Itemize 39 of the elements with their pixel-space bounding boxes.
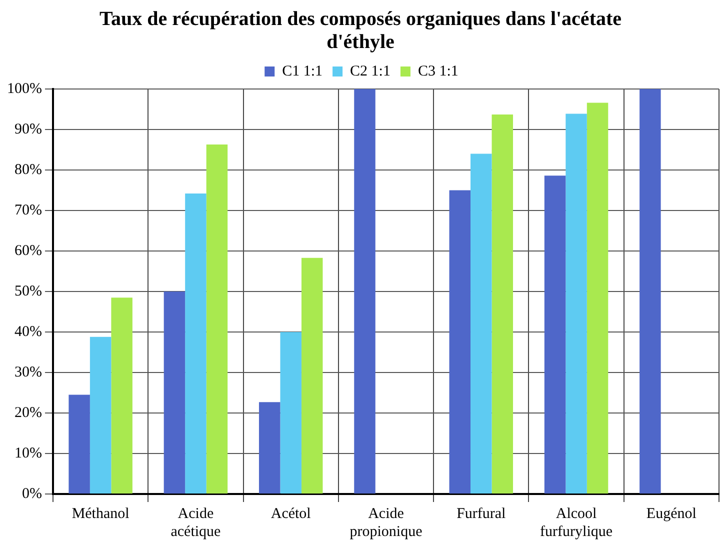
bar — [544, 176, 566, 494]
y-tick-label: 50% — [14, 283, 42, 300]
y-tick-label: 30% — [14, 364, 42, 380]
chart-title: Taux de récupération des composés organiques dans l'acétate d'éthyle — [98, 8, 623, 54]
legend-label: C3 1:1 — [418, 63, 458, 80]
bar — [90, 336, 112, 494]
y-tick-label: 20% — [14, 404, 42, 421]
bar — [206, 144, 228, 494]
x-tick-label: Alcool furfurylique — [540, 506, 613, 540]
bar — [586, 102, 608, 494]
y-tick-label: 60% — [14, 242, 42, 259]
x-tick-label: Acide acétique — [170, 506, 222, 540]
bar — [566, 114, 587, 494]
y-tick-label: 0% — [22, 486, 42, 502]
bar — [492, 114, 514, 494]
y-tick-label: 90% — [14, 121, 42, 138]
y-tick-label: 80% — [14, 162, 42, 178]
bar — [354, 89, 376, 494]
y-tick-label: 70% — [14, 202, 42, 218]
bar — [301, 258, 323, 494]
x-tick-label: Eugénol — [646, 506, 696, 522]
bar — [640, 89, 661, 494]
y-tick-label: 100% — [6, 80, 42, 97]
bar — [111, 298, 132, 494]
bar — [280, 332, 302, 494]
legend-label: C1 1:1 — [282, 63, 323, 80]
x-tick-label: Acide propionique — [350, 506, 423, 540]
bar — [258, 402, 280, 494]
x-tick-label: Furfural — [456, 506, 506, 522]
x-tick-label: Méthanol — [72, 506, 130, 522]
x-tick-label: Acétol — [270, 506, 311, 522]
bar — [470, 154, 492, 494]
y-tick-label: 10% — [14, 445, 42, 462]
legend-label: C2 1:1 — [350, 63, 390, 80]
bar — [185, 193, 206, 494]
bar — [164, 292, 186, 494]
bar — [68, 394, 90, 494]
y-tick-label: 40% — [14, 324, 42, 340]
bar — [449, 190, 471, 494]
